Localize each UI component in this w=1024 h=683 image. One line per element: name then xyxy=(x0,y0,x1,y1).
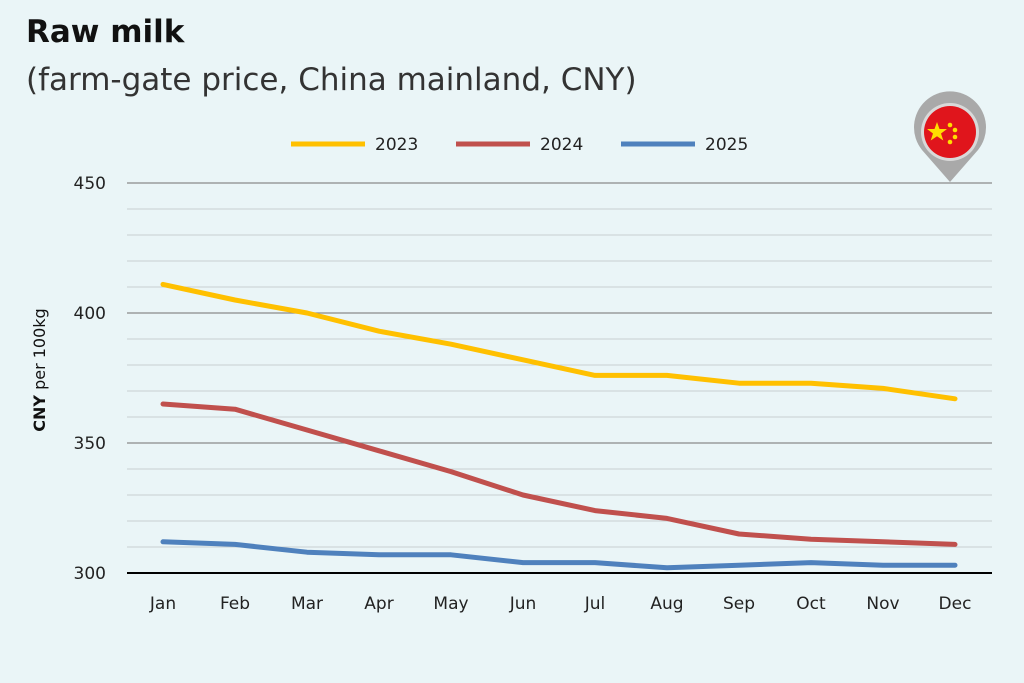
y-tick-label: 400 xyxy=(74,304,106,324)
x-tick-label: Jun xyxy=(509,594,537,614)
legend-label-2025: 2025 xyxy=(705,135,748,155)
legend-label-2024: 2024 xyxy=(540,135,583,155)
x-tick-label: Mar xyxy=(291,594,323,614)
x-tick-label: Aug xyxy=(650,594,683,614)
x-tick-label: May xyxy=(433,594,468,614)
chart-subtitle: (farm-gate price, China mainland, CNY) xyxy=(26,62,637,98)
legend-label-2023: 2023 xyxy=(375,135,418,155)
chart-title: Raw milk xyxy=(26,14,185,50)
x-tick-label: Jul xyxy=(584,594,606,614)
series-line-2024 xyxy=(160,401,958,547)
y-tick-label: 450 xyxy=(74,174,106,194)
x-tick-label: Jan xyxy=(149,594,176,614)
series-line-2025 xyxy=(160,539,958,571)
x-tick-label: Nov xyxy=(866,594,899,614)
x-tick-label: Sep xyxy=(723,594,755,614)
china-flag-pin-icon xyxy=(914,91,987,182)
x-tick-label: Oct xyxy=(796,594,826,614)
x-tick-label: Feb xyxy=(220,594,250,614)
y-axis-label: CNY per 100kg xyxy=(30,308,49,431)
y-tick-label: 350 xyxy=(74,434,106,454)
x-tick-label: Apr xyxy=(364,594,393,614)
y-tick-label: 300 xyxy=(74,564,106,584)
series-line-2023 xyxy=(160,281,958,402)
x-tick-label: Dec xyxy=(939,594,972,614)
